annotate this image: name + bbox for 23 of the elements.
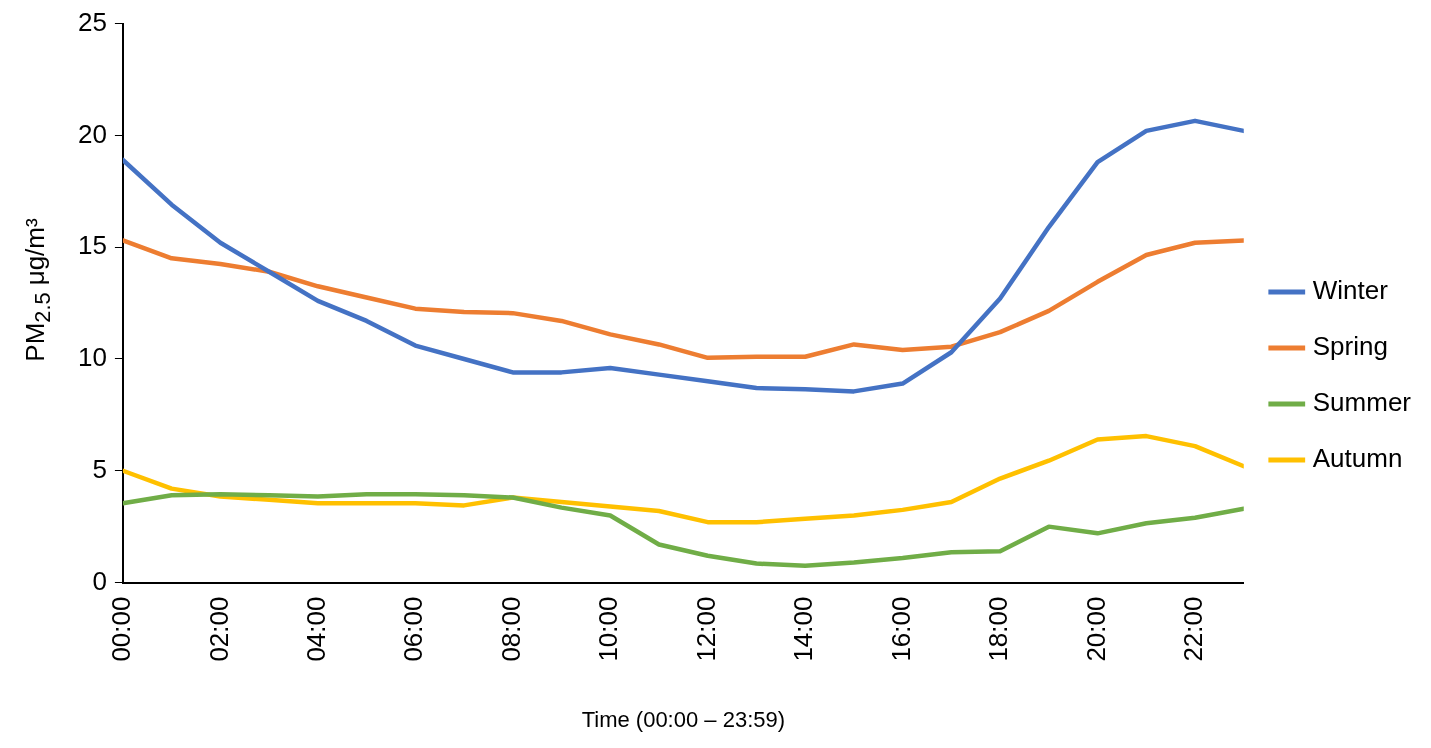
y-tick-label: 10 (78, 342, 107, 373)
x-tick-label: 10:00 (593, 596, 624, 662)
x-tick-label: 04:00 (301, 596, 332, 662)
x-tick-label: 20:00 (1080, 596, 1111, 662)
y-tick-label: 5 (92, 453, 107, 484)
x-tick-label: 22:00 (1178, 596, 1209, 662)
legend-label: Autumn (1312, 443, 1403, 474)
y-tick-label: 25 (78, 6, 107, 37)
y-tick-label: 0 (92, 565, 107, 596)
x-tick-label: 08:00 (495, 596, 526, 662)
x-tick-label: 14:00 (788, 596, 819, 662)
x-tick-label: 18:00 (983, 596, 1014, 662)
legend-label: Winter (1312, 275, 1389, 306)
x-tick-label: 00:00 (106, 596, 137, 662)
x-tick-label: 16:00 (885, 596, 916, 662)
x-axis-title: Time (00:00 – 23:59) (581, 706, 786, 732)
x-tick-label: 02:00 (203, 596, 234, 662)
legend-label: Spring (1312, 331, 1388, 362)
x-tick-label: 12:00 (690, 596, 721, 662)
x-tick-label: 06:00 (398, 596, 429, 662)
legend-label: Summer (1312, 387, 1412, 418)
y-tick-label: 15 (78, 230, 107, 261)
y-tick-label: 20 (78, 118, 107, 149)
